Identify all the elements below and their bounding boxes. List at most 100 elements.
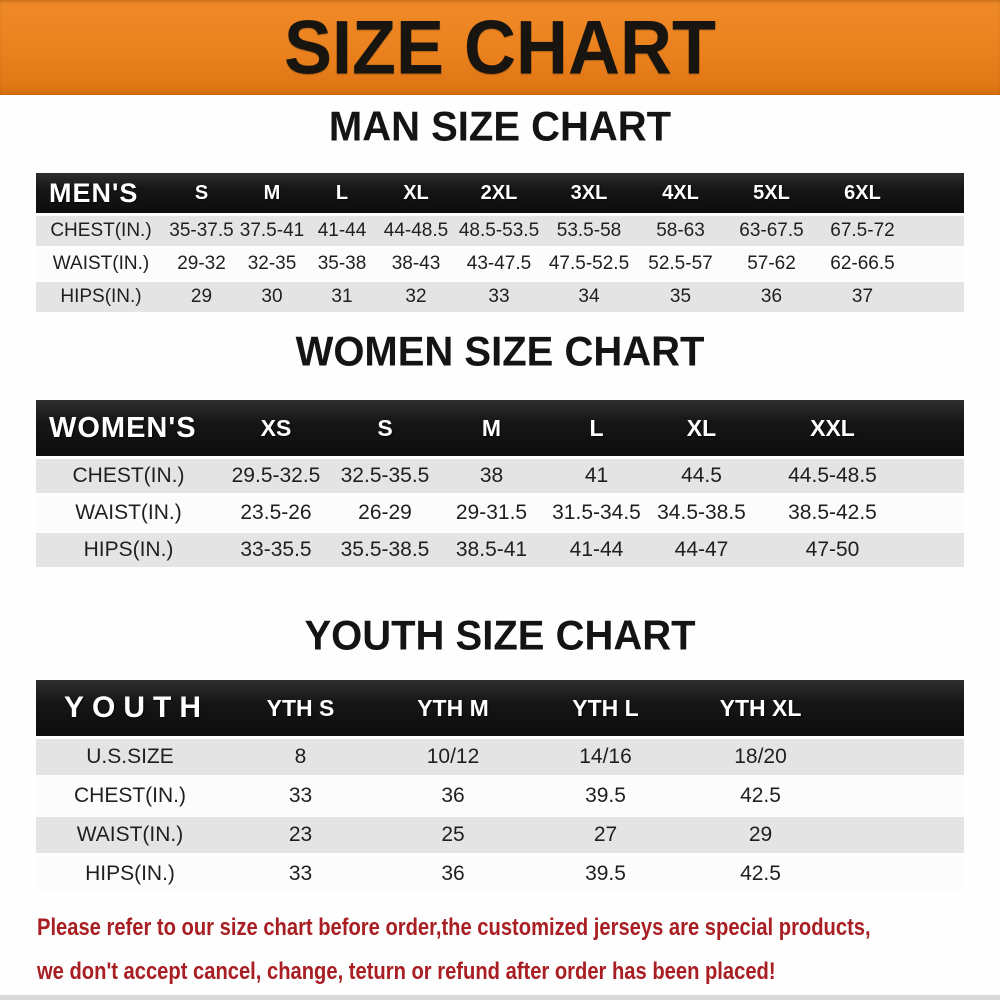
- footer-note-line1: Please refer to our size chart before or…: [37, 914, 871, 941]
- size-column-header: 6XL: [817, 173, 908, 213]
- size-value: 43-47.5: [455, 249, 543, 279]
- measurement-label: CHEST(IN.): [36, 459, 221, 493]
- size-value: 36: [377, 778, 529, 814]
- size-value: 67.5-72: [817, 216, 908, 246]
- row-spacer: [839, 739, 964, 775]
- size-value: 52.5-57: [635, 249, 726, 279]
- row-spacer: [911, 496, 964, 530]
- header-spacer: [911, 400, 964, 456]
- size-value: 38-43: [377, 249, 455, 279]
- size-value: 35-38: [307, 249, 377, 279]
- size-value: 34: [543, 282, 635, 312]
- size-column-header: XXL: [754, 400, 911, 456]
- size-value: 23.5-26: [221, 496, 331, 530]
- size-column-header: L: [307, 173, 377, 213]
- measurement-row: CHEST(IN.) 29.5-32.5 32.5-35.5 38 41 44.5 44.5…: [36, 459, 964, 493]
- measurement-label: CHEST(IN.): [36, 216, 166, 246]
- size-value: 29: [682, 817, 839, 853]
- men-header-label: MEN'S: [36, 173, 166, 213]
- youth-section-title: YOUTH SIZE CHART: [304, 613, 696, 659]
- size-value: 44-47: [649, 533, 754, 567]
- size-column-header: XS: [221, 400, 331, 456]
- measurement-row: HIPS(IN.) 33-35.5 35.5-38.5 38.5-41 41-44 44-…: [36, 533, 964, 567]
- men-size-table: MEN'S S M L XL 2XL 3XL 4XL 5XL 6XL CHEST(IN.) 35-37…: [36, 170, 964, 315]
- size-column-header: S: [331, 400, 439, 456]
- size-value: 32.5-35.5: [331, 459, 439, 493]
- women-size-table: WOMEN'S XS S M L XL XXL CHEST(IN.) 29.5-32.5 32.5…: [36, 397, 964, 570]
- size-value: 29-31.5: [439, 496, 544, 530]
- size-value: 39.5: [529, 856, 682, 892]
- size-value: 41-44: [307, 216, 377, 246]
- measurement-row: CHEST(IN.) 33 36 39.5 42.5: [36, 778, 964, 814]
- measurement-row: HIPS(IN.) 29 30 31 32 33 34 35 36 37: [36, 282, 964, 312]
- size-column-header: XL: [649, 400, 754, 456]
- size-value: 37.5-41: [237, 216, 307, 246]
- size-value: 27: [529, 817, 682, 853]
- size-value: 18/20: [682, 739, 839, 775]
- women-section-title: WOMEN SIZE CHART: [295, 329, 705, 375]
- size-value: 44.5-48.5: [754, 459, 911, 493]
- row-spacer: [839, 778, 964, 814]
- size-value: 25: [377, 817, 529, 853]
- measurement-label: HIPS(IN.): [36, 282, 166, 312]
- size-value: 38.5-41: [439, 533, 544, 567]
- row-spacer: [908, 249, 964, 279]
- size-value: 57-62: [726, 249, 817, 279]
- size-value: 31.5-34.5: [544, 496, 649, 530]
- measurement-row: HIPS(IN.) 33 36 39.5 42.5: [36, 856, 964, 892]
- measurement-row: WAIST(IN.) 29-32 32-35 35-38 38-43 43-47.5 47.…: [36, 249, 964, 279]
- measurement-label: WAIST(IN.): [36, 249, 166, 279]
- size-value: 38: [439, 459, 544, 493]
- size-value: 36: [377, 856, 529, 892]
- measurement-row: WAIST(IN.) 23 25 27 29: [36, 817, 964, 853]
- size-value: 23: [224, 817, 377, 853]
- size-value: 37: [817, 282, 908, 312]
- size-column-header: 2XL: [455, 173, 543, 213]
- row-spacer: [908, 282, 964, 312]
- size-value: 29: [166, 282, 237, 312]
- size-value: 53.5-58: [543, 216, 635, 246]
- size-value: 26-29: [331, 496, 439, 530]
- size-value: 63-67.5: [726, 216, 817, 246]
- size-column-header: L: [544, 400, 649, 456]
- size-value: 29-32: [166, 249, 237, 279]
- size-column-header: XL: [377, 173, 455, 213]
- row-spacer: [839, 856, 964, 892]
- size-value: 41-44: [544, 533, 649, 567]
- header-spacer: [908, 173, 964, 213]
- measurement-row: WAIST(IN.) 23.5-26 26-29 29-31.5 31.5-34.5 34…: [36, 496, 964, 530]
- footer-note: Please refer to our size chart before or…: [37, 906, 987, 994]
- banner-title: SIZE CHART: [284, 5, 716, 90]
- youth-header-row: YOUTH YTH S YTH M YTH L YTH XL: [36, 680, 964, 736]
- size-value: 33-35.5: [221, 533, 331, 567]
- size-value: 47-50: [754, 533, 911, 567]
- size-column-header: YTH L: [529, 680, 682, 736]
- size-value: 32-35: [237, 249, 307, 279]
- size-value: 39.5: [529, 778, 682, 814]
- measurement-label: HIPS(IN.): [36, 533, 221, 567]
- size-value: 33: [224, 856, 377, 892]
- size-column-header: 3XL: [543, 173, 635, 213]
- size-column-header: YTH M: [377, 680, 529, 736]
- row-spacer: [839, 817, 964, 853]
- size-value: 35.5-38.5: [331, 533, 439, 567]
- size-value: 48.5-53.5: [455, 216, 543, 246]
- size-value: 62-66.5: [817, 249, 908, 279]
- size-value: 10/12: [377, 739, 529, 775]
- size-column-header: M: [439, 400, 544, 456]
- measurement-row: U.S.SIZE 8 10/12 14/16 18/20: [36, 739, 964, 775]
- size-value: 33: [224, 778, 377, 814]
- size-value: 35: [635, 282, 726, 312]
- size-value: 47.5-52.5: [543, 249, 635, 279]
- women-header-row: WOMEN'S XS S M L XL XXL: [36, 400, 964, 456]
- size-value: 30: [237, 282, 307, 312]
- size-value: 35-37.5: [166, 216, 237, 246]
- size-column-header: YTH XL: [682, 680, 839, 736]
- size-value: 42.5: [682, 856, 839, 892]
- size-value: 33: [455, 282, 543, 312]
- size-value: 36: [726, 282, 817, 312]
- size-column-header: M: [237, 173, 307, 213]
- size-value: 8: [224, 739, 377, 775]
- size-value: 29.5-32.5: [221, 459, 331, 493]
